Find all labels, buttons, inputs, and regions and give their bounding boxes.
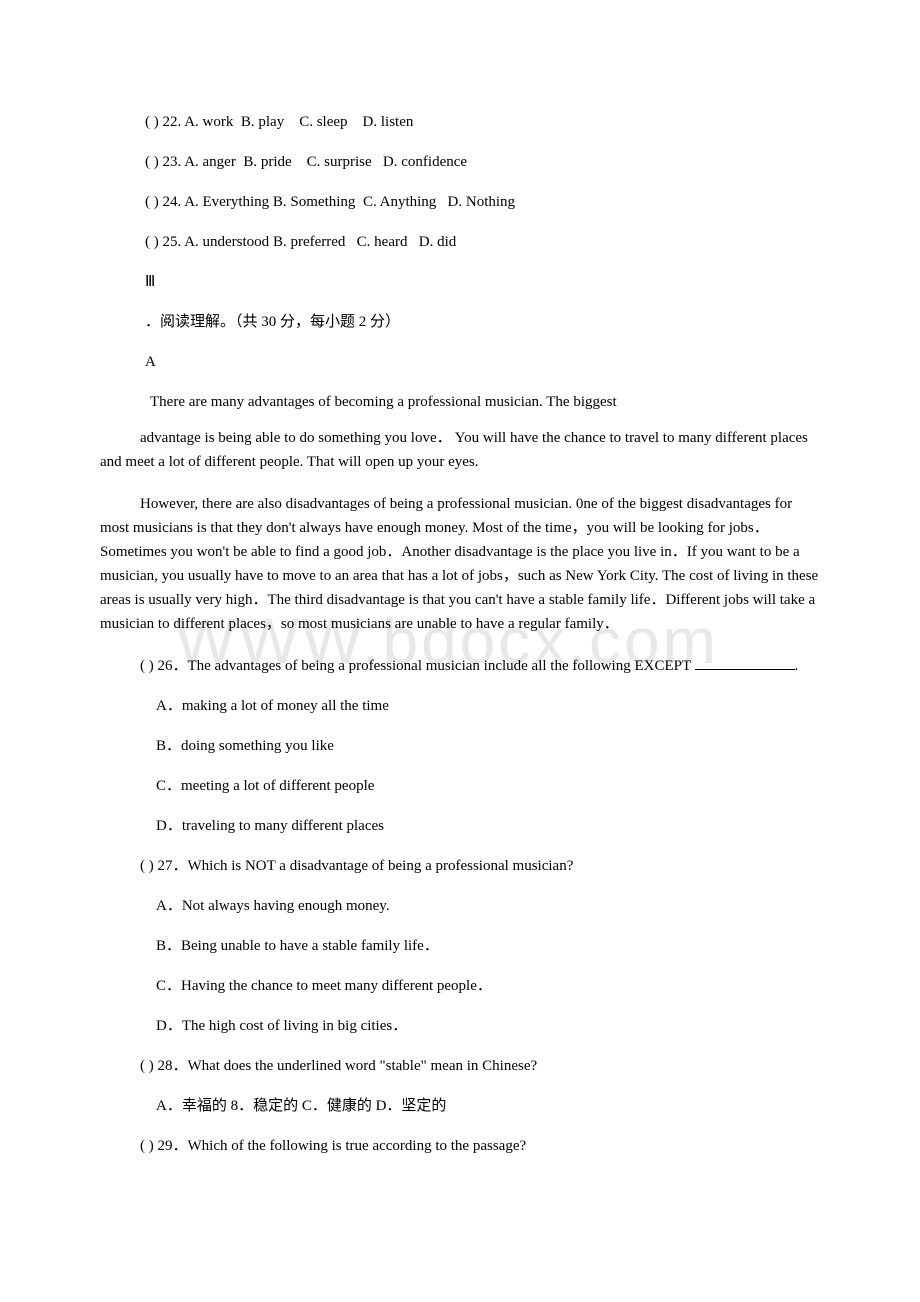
para1-cont-text: advantage is being able to do something … xyxy=(100,430,808,470)
q26-text: ( ) 26．The advantages of being a profess… xyxy=(140,658,695,674)
section-description: ．阅读理解。（共 30 分，每小题 2 分） xyxy=(100,310,820,334)
q23-d: D. confidence xyxy=(383,154,467,170)
passage-letter: A xyxy=(100,350,820,374)
question-26-stem: ( ) 26．The advantages of being a profess… xyxy=(100,654,820,678)
question-23: ( ) 23. A. anger B. pride C. surprise D.… xyxy=(100,150,820,174)
q23-c: C. surprise xyxy=(307,154,372,170)
q25-a: A. understood xyxy=(184,234,269,250)
q22-b: B. play xyxy=(241,114,284,130)
q27-option-d: D．The high cost of living in big cities． xyxy=(100,1014,820,1038)
q22-d: D. listen xyxy=(363,114,414,130)
q25-d: D. did xyxy=(419,234,457,250)
q23-a: A. anger xyxy=(184,154,236,170)
question-24: ( ) 24. A. Everything B. Something C. An… xyxy=(100,190,820,214)
q25-c: C. heard xyxy=(357,234,408,250)
section-roman-numeral: Ⅲ xyxy=(100,270,820,294)
q26-option-c: C．meeting a lot of different people xyxy=(100,774,820,798)
q22-a: A. work xyxy=(184,114,233,130)
q23-b: B. pride xyxy=(243,154,291,170)
paragraph-2: However, there are also disadvantages of… xyxy=(100,492,820,636)
q24-num: ( ) 24. xyxy=(145,194,181,210)
question-28-stem: ( ) 28．What does the underlined word "st… xyxy=(100,1054,820,1078)
q25-b: B. preferred xyxy=(273,234,345,250)
q24-a: A. Everything xyxy=(184,194,269,210)
q24-b: B. Something xyxy=(273,194,356,210)
q26-period: . xyxy=(795,658,799,674)
q26-blank xyxy=(695,669,795,670)
q24-d: D. Nothing xyxy=(448,194,516,210)
q22-num: ( ) 22. xyxy=(145,114,181,130)
q26-option-a: A．making a lot of money all the time xyxy=(100,694,820,718)
q22-c: C. sleep xyxy=(299,114,347,130)
q28-options: A．幸福的 8．稳定的 C．健康的 D．坚定的 xyxy=(100,1094,820,1118)
q26-option-d: D．traveling to many different places xyxy=(100,814,820,838)
paragraph-1-continuation: advantage is being able to do something … xyxy=(100,426,820,474)
question-22: ( ) 22. A. work B. play C. sleep D. list… xyxy=(100,110,820,134)
question-29-stem: ( ) 29．Which of the following is true ac… xyxy=(100,1134,820,1158)
q27-option-c: C．Having the chance to meet many differe… xyxy=(100,974,820,998)
q26-option-b: B．doing something you like xyxy=(100,734,820,758)
question-27-stem: ( ) 27．Which is NOT a disadvantage of be… xyxy=(100,854,820,878)
q24-c: C. Anything xyxy=(363,194,436,210)
document-content: ( ) 22. A. work B. play C. sleep D. list… xyxy=(100,110,820,1158)
q27-option-a: A．Not always having enough money. xyxy=(100,894,820,918)
q27-option-b: B．Being unable to have a stable family l… xyxy=(100,934,820,958)
paragraph-1-first-line: There are many advantages of becoming a … xyxy=(100,390,820,414)
q23-num: ( ) 23. xyxy=(145,154,181,170)
q25-num: ( ) 25. xyxy=(145,234,181,250)
question-25: ( ) 25. A. understood B. preferred C. he… xyxy=(100,230,820,254)
